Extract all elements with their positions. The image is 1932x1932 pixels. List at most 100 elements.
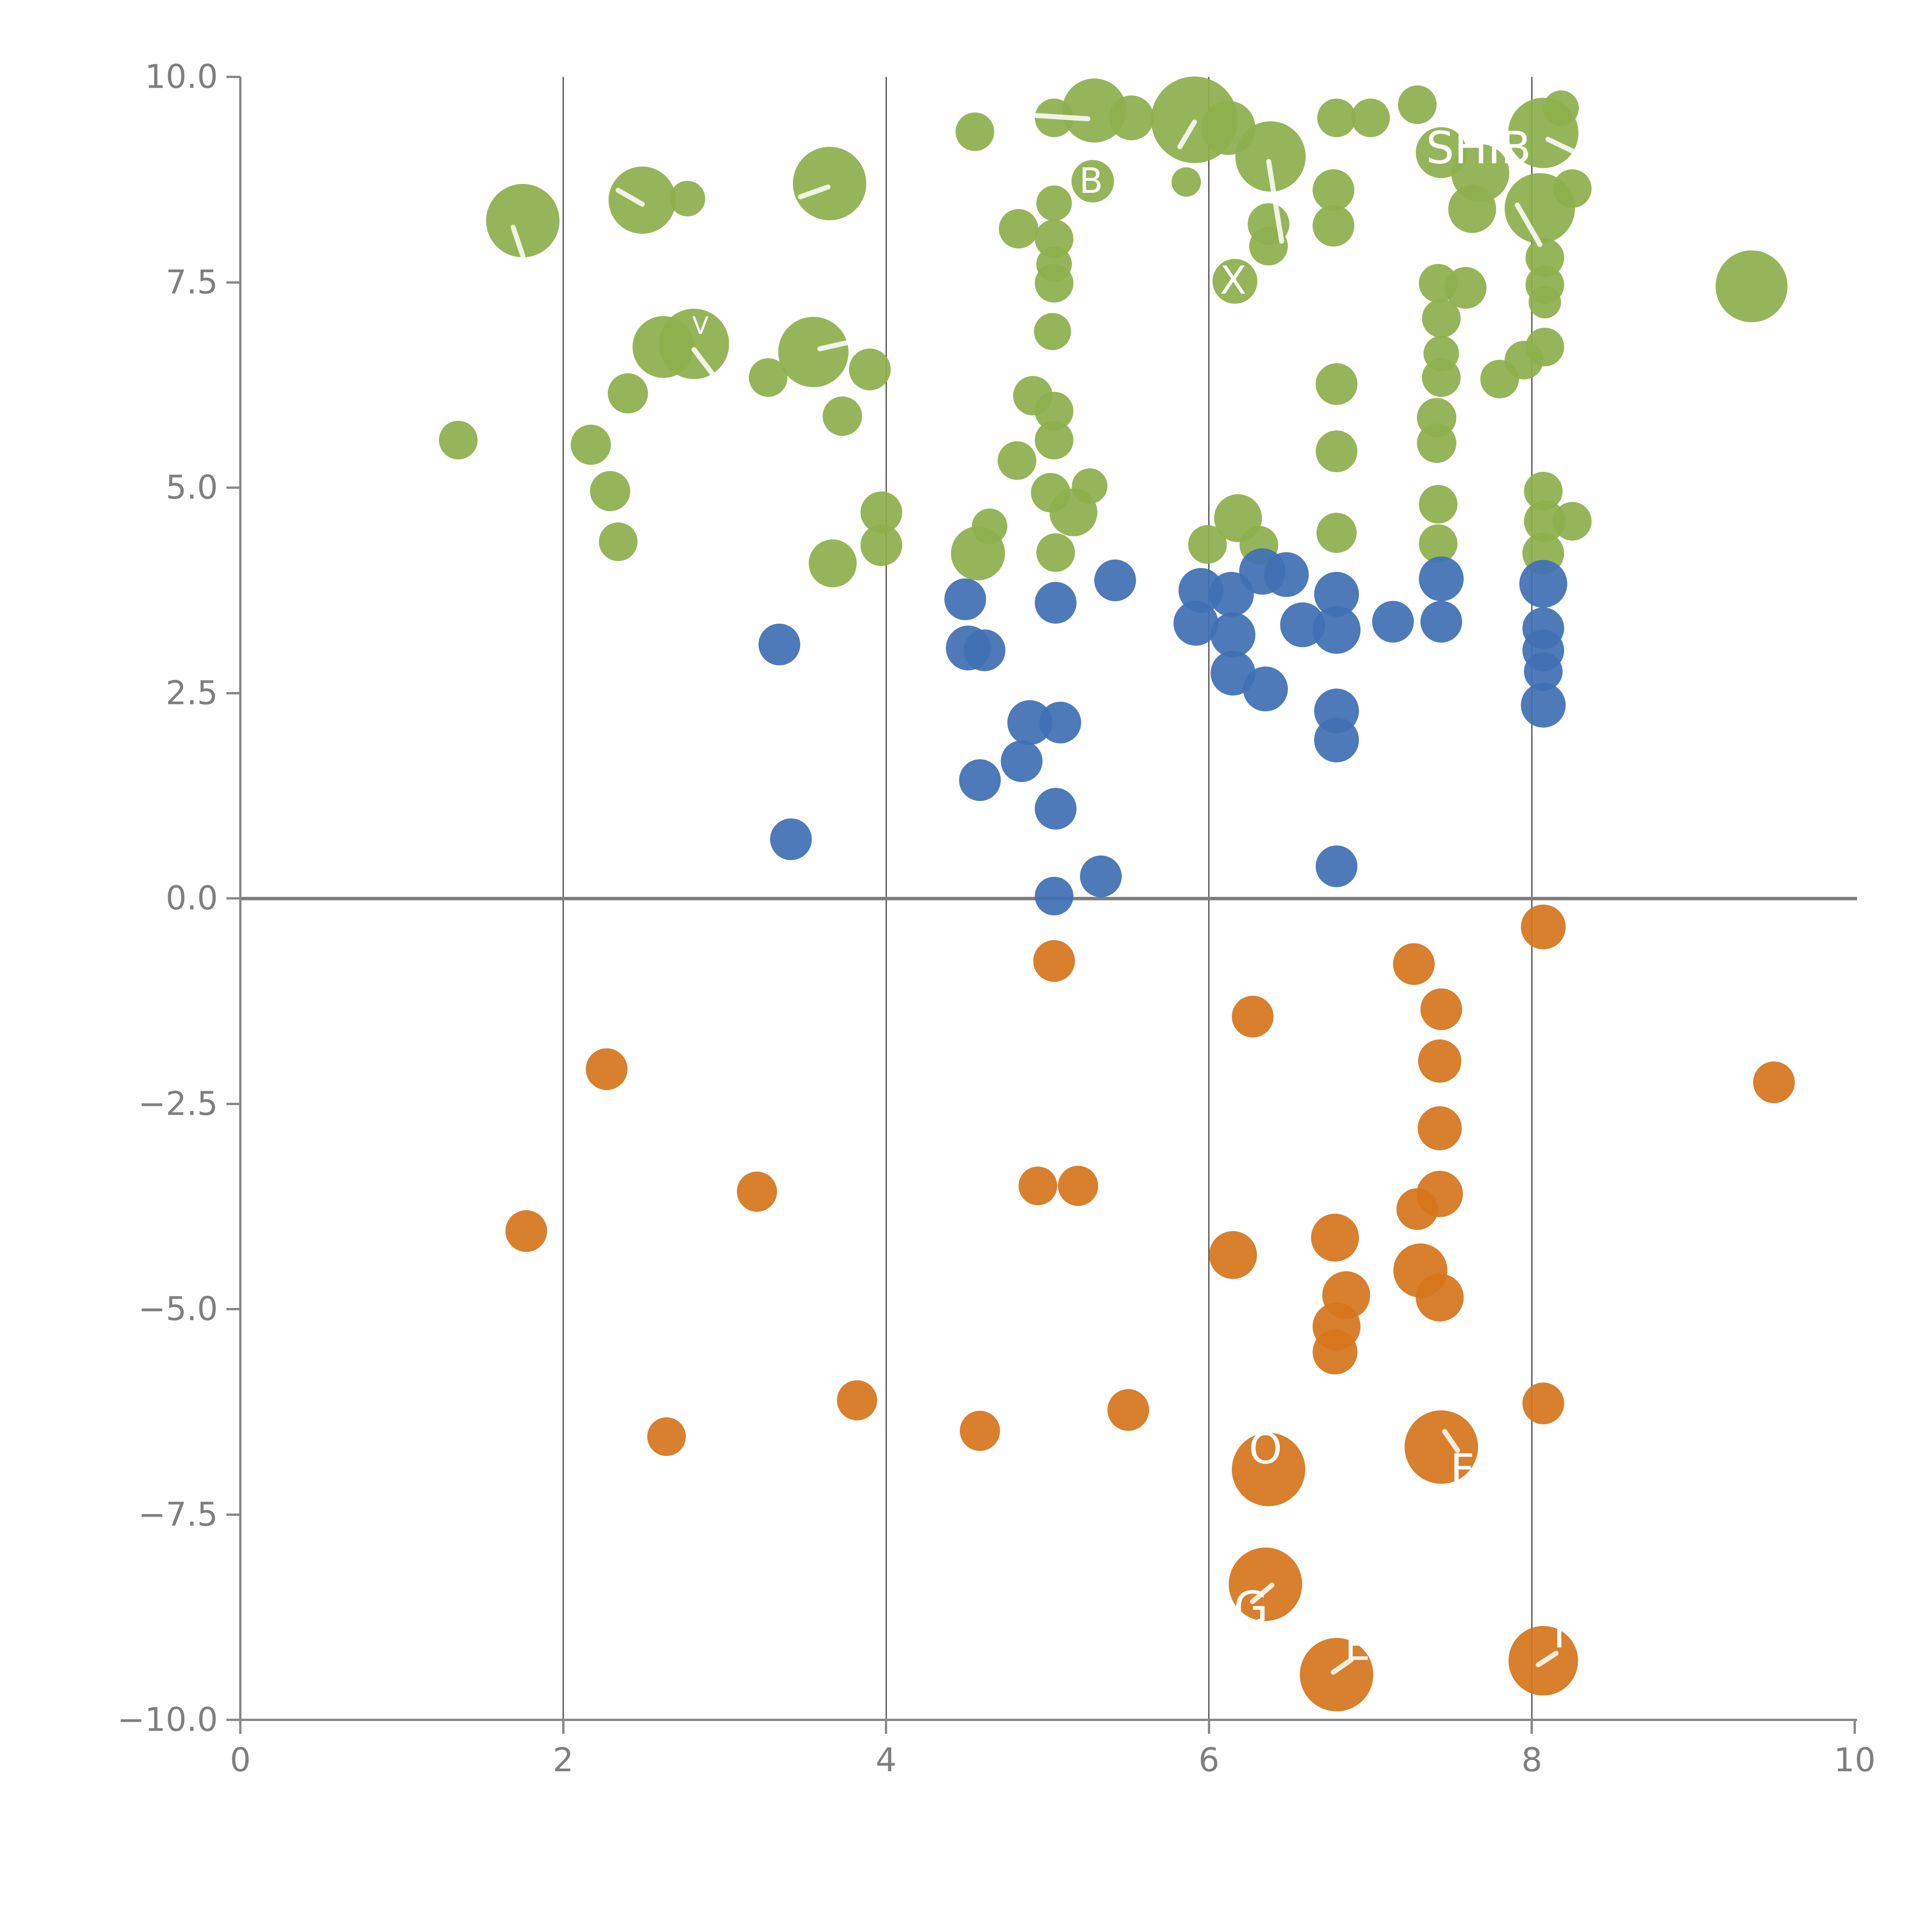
bubble-green-upper-band [1422,299,1461,338]
y-axis-spine [239,77,242,1721]
y-tick-mark [226,486,240,489]
x-tick-mark [1208,1720,1210,1734]
bubble-blue-middle-band [1519,560,1567,608]
bubble-green-upper-band [1071,160,1114,202]
y-tick-mark [226,1308,240,1310]
bubble-green-upper-band [1034,264,1073,303]
bubble-orange-lower-band [1209,1231,1257,1279]
bubble-blue-middle-band [1211,612,1256,657]
bubble-green-upper-band [793,147,866,221]
bubble-green-upper-band [1419,485,1458,524]
bubble-orange-lower-band [1232,1432,1306,1506]
bubble-blue-middle-band [1001,740,1043,782]
bubble-green-upper-band [599,522,638,561]
bubble-orange-lower-band [1522,1383,1564,1425]
x-tick-mark [1854,1720,1856,1734]
white-mark-line [1331,1657,1354,1675]
bubble-orange-lower-band [1418,1039,1462,1083]
bubble-blue-middle-band [964,629,1006,671]
x-tick-label: 6 [1198,1741,1219,1779]
x-tick-label: 8 [1521,1741,1543,1779]
bubble-blue-middle-band [1080,855,1122,897]
white-mark-line [616,187,645,207]
x-tick-mark [562,1720,565,1734]
bubble-orange-lower-band [1033,940,1075,982]
point-label-x: X [1220,258,1247,303]
bubble-green-upper-band [486,184,560,258]
y-tick-mark [226,1102,240,1105]
bubble-orange-lower-band [837,1380,877,1420]
bubble-green-upper-band [1312,169,1354,211]
bubble-orange-lower-band [1520,905,1566,950]
point-label-o: O [1248,1424,1282,1474]
y-tick-mark [226,1513,240,1516]
x-tick-label: 0 [230,1741,251,1779]
white-mark-line [798,184,831,199]
bubble-orange-lower-band [1312,1329,1357,1374]
bubble-green-upper-band [1036,185,1072,221]
bubble-blue-middle-band [770,818,812,860]
bubble-green-upper-band [1034,420,1073,459]
x-tick-label: 2 [553,1741,574,1779]
point-label-e: E [1345,1622,1371,1670]
bubble-green-upper-band [1034,313,1071,350]
bubble-green-upper-band [1049,488,1097,536]
bubble-orange-lower-band [1753,1061,1795,1104]
bubble-blue-middle-band [1312,605,1361,654]
bubble-green-upper-band [439,420,478,459]
y-tick-label: 2.5 [165,674,218,712]
bubble-green-upper-band [1398,85,1437,124]
bubble-green-upper-band [1212,259,1257,304]
bubble-green-upper-band [1480,360,1519,399]
point-label-b: B [1079,161,1103,201]
bubble-blue-middle-band [959,759,1001,801]
y-tick-mark [226,1719,240,1721]
bubble-green-upper-band [955,112,994,151]
bubble-blue-middle-band [1420,600,1463,643]
bubble-green-upper-band [1553,502,1592,541]
bubble-green-upper-band [778,317,849,388]
bubble-blue-middle-band [1034,788,1077,830]
white-mark-line [1725,187,1752,207]
bubble-orange-lower-band [1231,996,1274,1038]
bubble-orange-lower-band [586,1048,628,1090]
white-mark-line [817,340,852,352]
bubble-orange-lower-band [1058,1166,1099,1206]
bubble-orange-lower-band [1405,1410,1478,1484]
bubble-green-upper-band [1172,167,1201,197]
white-mark-line [1266,159,1284,244]
bubble-blue-middle-band [1094,560,1136,602]
bubble-orange-lower-band [1418,1106,1462,1151]
bubble-orange-lower-band [505,1210,547,1252]
bubble-blue-middle-band [1520,683,1566,728]
bubble-green-upper-band [1188,525,1227,564]
white-mark-line [1177,119,1197,150]
bubble-green-upper-band [997,441,1036,480]
bubble-green-upper-band [1543,90,1579,126]
bubble-blue-middle-band [1034,876,1073,915]
y-tick-mark [226,76,240,78]
bubble-green-upper-band [998,209,1038,249]
y-tick-label: −5.0 [138,1290,218,1328]
white-mark-line [1536,1651,1559,1668]
white-mark-line [1545,137,1578,155]
bubble-orange-lower-band [1393,943,1435,985]
bubble-orange-lower-band [959,1410,1000,1451]
bubble-blue-middle-band [1039,702,1082,744]
bubble-green-upper-band [1317,99,1356,138]
x-tick-label: 4 [876,1741,897,1779]
bubble-orange-lower-band [1416,1274,1464,1322]
y-tick-mark [226,897,240,900]
bubble-green-upper-band [809,539,857,587]
y-tick-label: 7.5 [165,263,218,301]
bubble-green-upper-band [1528,286,1561,318]
bubble-green-upper-band [1315,363,1357,405]
y-tick-mark [226,692,240,694]
bubble-green-upper-band [1109,95,1154,141]
y-tick-label: −7.5 [138,1495,218,1534]
bubble-blue-middle-band [759,624,801,666]
bubble-orange-lower-band [736,1171,777,1212]
white-mark-line [691,347,716,378]
bubble-green-upper-band [849,348,891,390]
